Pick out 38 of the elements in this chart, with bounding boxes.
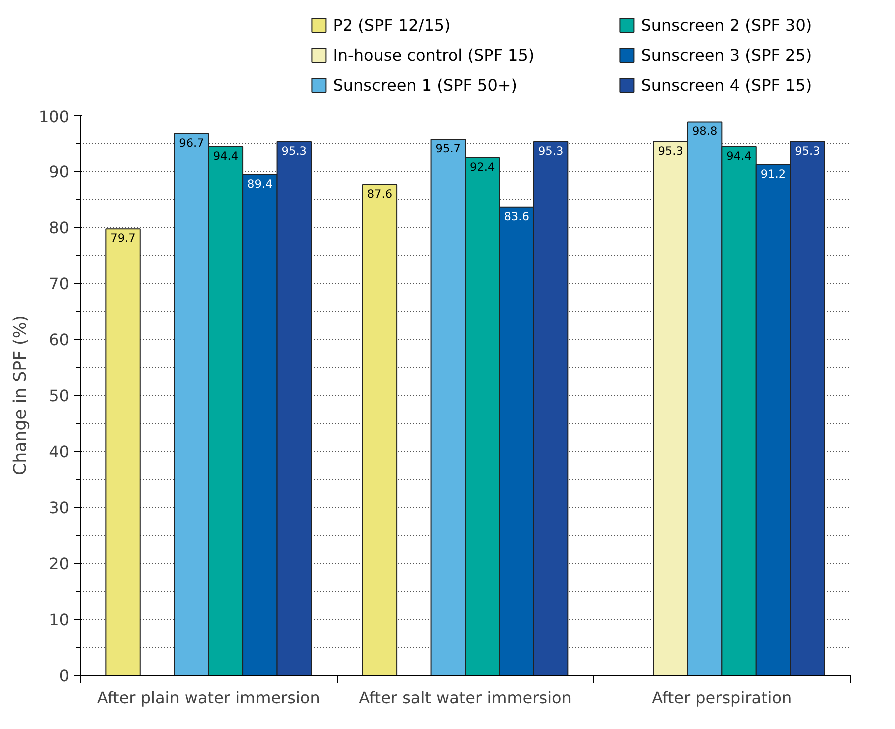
data-label: 89.4: [248, 176, 273, 191]
y-tick-label: 20: [49, 554, 70, 574]
data-label: 95.7: [436, 142, 462, 156]
x-tick-label: After plain water immersion: [97, 688, 320, 708]
y-tick-label: 50: [49, 386, 70, 406]
y-axis-title: Change in SPF (%): [10, 315, 31, 476]
bar: [362, 184, 398, 676]
data-label: 87.6: [367, 186, 393, 201]
bar: [106, 228, 141, 676]
y-tick-label: 60: [49, 330, 70, 350]
data-label: 95.3: [282, 144, 308, 158]
data-label: 83.6: [504, 209, 530, 224]
y-tick-label: 30: [49, 498, 70, 518]
data-label: 98.8: [692, 124, 718, 138]
data-label: 95.3: [538, 144, 564, 158]
data-label: 96.7: [179, 136, 204, 150]
y-tick-label: 40: [49, 442, 70, 462]
y-tick-label: 0: [59, 666, 70, 686]
legend-label: Sunscreen 3 (SPF 25): [641, 46, 812, 65]
legend-label: P2 (SPF 12/15): [333, 16, 451, 35]
legend-label: Sunscreen 4 (SPF 15): [641, 76, 812, 95]
y-tick-label: 10: [49, 610, 70, 630]
data-label: 79.7: [110, 231, 136, 246]
y-tick-label: 70: [49, 274, 70, 294]
legend-label: Sunscreen 1 (SPF 50+): [333, 76, 518, 95]
x-tick-label: After perspiration: [652, 688, 792, 708]
data-label: 95.3: [658, 144, 684, 158]
y-tick-label: 90: [49, 162, 70, 182]
y-tick-label: 100: [38, 108, 70, 126]
data-label: 92.4: [470, 160, 496, 174]
data-label: 94.4: [726, 148, 752, 163]
legend-label: In-house control (SPF 15): [333, 46, 535, 65]
legend-label: Sunscreen 2 (SPF 30): [641, 16, 812, 35]
data-label: 91.2: [760, 166, 786, 181]
y-tick-label: 80: [49, 218, 70, 238]
data-label: 94.4: [213, 148, 239, 163]
data-label: 95.3: [795, 144, 820, 158]
x-tick-label: After salt water immersion: [359, 688, 572, 708]
